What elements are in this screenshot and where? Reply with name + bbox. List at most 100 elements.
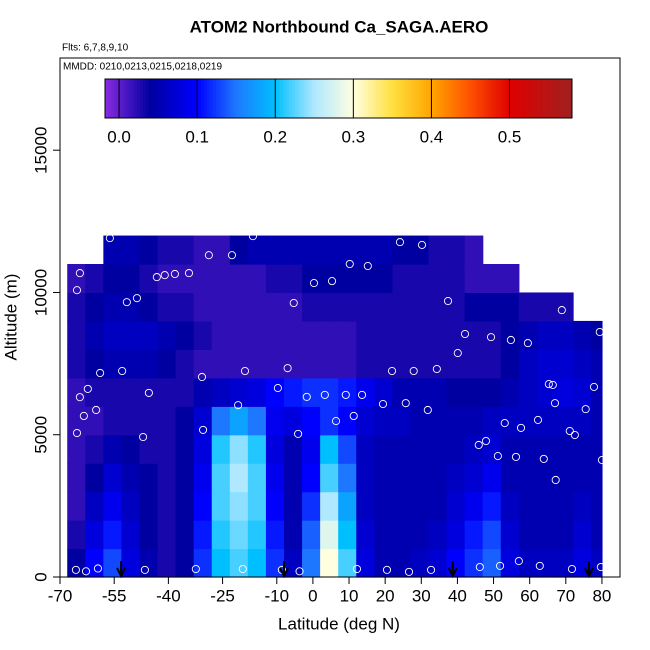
sample-point (345, 259, 354, 269)
heatmap-cell (85, 548, 104, 578)
sample-point (409, 366, 418, 376)
colorbar-swatch (466, 79, 471, 118)
colorbar-swatch (434, 79, 439, 118)
heatmap-cell (374, 235, 393, 265)
heatmap-cell (554, 548, 574, 578)
heatmap-cell (265, 463, 285, 493)
heatmap-cell (356, 406, 375, 436)
heatmap-cell (193, 264, 213, 294)
colorbar-swatch (461, 79, 465, 118)
sample-point (475, 562, 484, 572)
heatmap-cell (320, 377, 339, 407)
heatmap-cell (193, 292, 213, 322)
heatmap-cell (229, 406, 249, 436)
x-tick-label: 10 (340, 586, 359, 605)
y-tick-label: 10000 (31, 269, 50, 316)
colorbar-swatch (110, 79, 115, 118)
heatmap-cell (175, 434, 195, 464)
heatmap-cell (247, 463, 267, 493)
heatmap-cell (103, 292, 123, 322)
colorbar-swatch (484, 79, 488, 118)
heatmap-cell (410, 463, 430, 493)
colorbar-swatch (449, 79, 453, 118)
chart-title: ATOM2 Northbound Ca_SAGA.AERO (190, 17, 489, 36)
heatmap-cell (482, 548, 502, 578)
heatmap-cell (265, 434, 285, 464)
heatmap-cell (302, 434, 321, 464)
heatmap-cell (428, 491, 448, 521)
heatmap-cell (410, 406, 430, 436)
heatmap-cell (302, 377, 321, 407)
heatmap-cell (211, 548, 231, 578)
colorbar-swatch (300, 79, 304, 118)
heatmap-cell (284, 320, 303, 350)
colorbar-swatch (557, 79, 561, 118)
colorbar-tick-label: 0.4 (420, 127, 444, 146)
heatmap-cell (500, 491, 520, 521)
heatmap-cell (320, 520, 339, 550)
heatmap-cell (392, 548, 412, 578)
heatmap-cell (157, 406, 177, 436)
sample-point (535, 561, 544, 570)
heatmap-cell (392, 406, 412, 436)
heatmap-cell (446, 320, 466, 350)
heatmap-cell (121, 264, 141, 294)
colorbar-swatch (361, 79, 366, 118)
heatmap-cell (392, 434, 412, 464)
heatmap-cell (284, 377, 303, 407)
heatmap-cell (139, 434, 159, 464)
heatmap-cell (67, 491, 86, 521)
heatmap-cell (356, 320, 375, 350)
heatmap-cell (121, 548, 141, 578)
heatmap-cell (464, 320, 484, 350)
heatmap-cell (428, 292, 448, 322)
colorbar-swatch (285, 79, 290, 118)
heatmap-cell (139, 349, 159, 379)
colorbar-swatch (230, 79, 234, 118)
colorbar-swatch (256, 79, 261, 118)
heatmap-cell (229, 434, 249, 464)
heatmap-cell (374, 406, 393, 436)
colorbar-swatch (122, 79, 126, 118)
y-tick-label: 5000 (31, 416, 50, 454)
x-tick-label: 20 (376, 586, 395, 605)
heatmap-cell (464, 520, 484, 550)
heatmap-cell (500, 377, 520, 407)
colorbar-swatch (323, 79, 328, 118)
heatmap-cell (67, 406, 86, 436)
heatmap-cell (320, 235, 339, 265)
heatmap-cell (356, 349, 375, 379)
colorbar-swatch (154, 79, 158, 118)
colorbar-swatch (148, 79, 153, 118)
heatmap-cell (247, 491, 267, 521)
sample-point (595, 327, 604, 337)
heatmap-cell (175, 320, 195, 350)
colorbar-swatch (250, 79, 255, 118)
sample-point (511, 452, 520, 461)
colorbar-swatch (312, 79, 316, 118)
colorbar-swatch (531, 79, 535, 118)
sample-point (93, 564, 102, 573)
sample-point (567, 564, 576, 574)
heatmap-cell (85, 463, 104, 493)
sample-point (283, 364, 292, 373)
colorbar-swatch (443, 79, 447, 118)
heatmap-cell (320, 320, 339, 350)
heatmap-cell (446, 520, 466, 550)
sample-point (544, 380, 553, 389)
heatmap-cell (356, 434, 375, 464)
colorbar-swatch (142, 79, 147, 118)
x-tick-label: -25 (210, 586, 235, 605)
heatmap-cell (247, 434, 267, 464)
colorbar-swatch (119, 79, 123, 118)
heatmap-cell (338, 292, 357, 322)
heatmap-cell (302, 520, 321, 550)
colorbar-swatch (233, 79, 237, 118)
colorbar-swatch (169, 79, 173, 118)
heatmap-cell (284, 406, 303, 436)
heatmap-cell (157, 548, 177, 578)
colorbar-swatch (172, 79, 176, 118)
colorbar-swatch (204, 79, 208, 118)
heatmap-cell (139, 292, 159, 322)
colorbar-swatch (382, 79, 386, 118)
